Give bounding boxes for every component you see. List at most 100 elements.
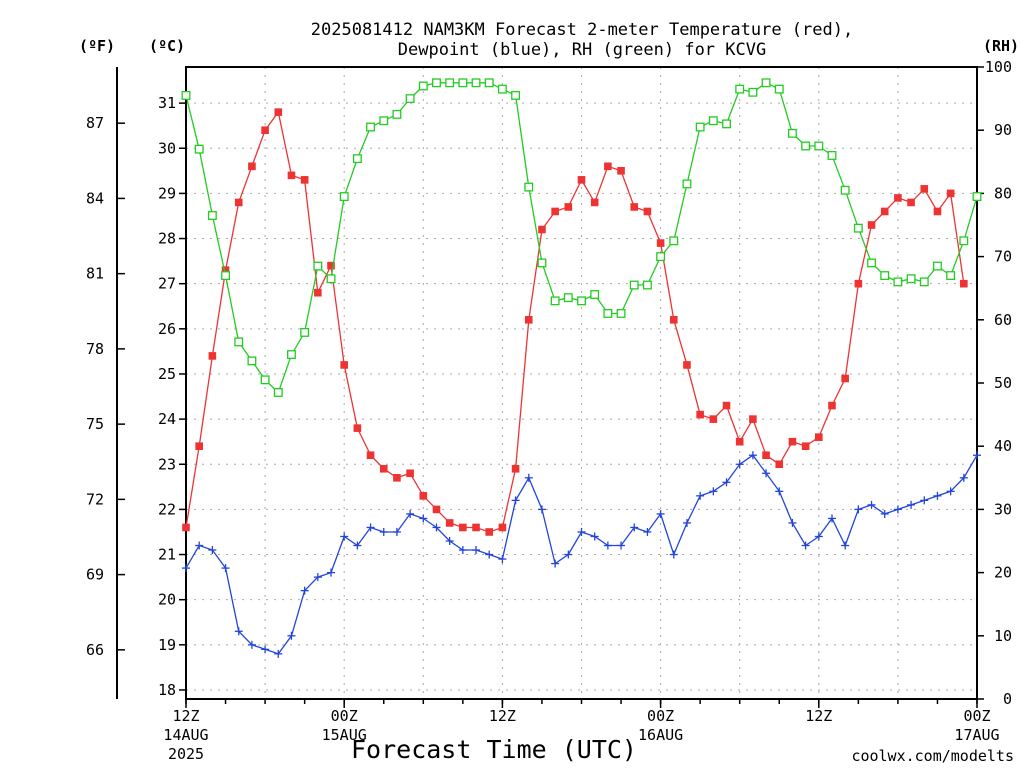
rh-point bbox=[590, 290, 600, 299]
series-layer bbox=[181, 78, 982, 658]
temperature-point bbox=[960, 279, 968, 288]
dewpoint-point bbox=[524, 473, 533, 482]
temperature-point bbox=[933, 207, 942, 216]
dewpoint-point bbox=[366, 523, 375, 532]
dewpoint-point bbox=[551, 559, 560, 568]
dewpoint-point bbox=[669, 550, 678, 559]
rh-point bbox=[959, 236, 969, 246]
rh-point bbox=[814, 141, 824, 151]
x-tick-label: 15AUG bbox=[322, 726, 367, 744]
fahrenheit-tick-label: 72 bbox=[86, 490, 104, 508]
dewpoint-point bbox=[432, 523, 441, 532]
rh-point bbox=[300, 327, 310, 337]
temperature-point bbox=[300, 176, 309, 184]
rh-point bbox=[933, 261, 942, 271]
dewpoint-point bbox=[893, 505, 902, 514]
rh-tick-label: 70 bbox=[994, 248, 1012, 266]
fahrenheit-tick-label: 75 bbox=[86, 415, 104, 433]
temperature-point bbox=[551, 207, 559, 216]
rh-point bbox=[761, 78, 771, 88]
celsius-tick-label: 18 bbox=[158, 681, 176, 699]
celsius-tick-label: 28 bbox=[158, 230, 176, 248]
dewpoint-point bbox=[406, 509, 415, 518]
rh-point bbox=[656, 252, 666, 262]
rh-point bbox=[616, 309, 626, 318]
celsius-unit-label: (ºC) bbox=[149, 37, 185, 55]
fahrenheit-tick-label: 69 bbox=[86, 566, 104, 584]
dewpoint-point bbox=[247, 640, 256, 649]
celsius-tick-label: 27 bbox=[158, 275, 176, 293]
dewpoint-point bbox=[748, 451, 757, 460]
rh-point bbox=[972, 192, 982, 202]
rh-point bbox=[642, 280, 652, 290]
dewpoint-point bbox=[709, 487, 718, 496]
temperature-point bbox=[775, 460, 784, 469]
temperature-point bbox=[867, 221, 876, 229]
rh-point bbox=[695, 122, 705, 132]
temperature-point bbox=[722, 401, 731, 410]
dewpoint-point bbox=[854, 505, 863, 514]
temperature-point bbox=[208, 352, 217, 360]
temperature-point bbox=[406, 469, 414, 478]
celsius-tick-label: 19 bbox=[158, 636, 176, 654]
dewpoint-point bbox=[419, 514, 428, 523]
dewpoint-point bbox=[814, 532, 823, 541]
dewpoint-point bbox=[933, 491, 942, 500]
temperature-point bbox=[538, 225, 546, 234]
rh-point bbox=[774, 84, 784, 94]
celsius-tick-label: 24 bbox=[158, 410, 176, 428]
fahrenheit-tick-label: 87 bbox=[86, 114, 104, 132]
rh-point bbox=[880, 271, 890, 281]
temperature-point bbox=[669, 316, 678, 324]
dewpoint-point bbox=[472, 546, 481, 555]
dewpoint-point bbox=[907, 500, 916, 509]
temperature-point bbox=[195, 442, 203, 450]
rh-point bbox=[247, 356, 257, 366]
temperature-point bbox=[564, 203, 573, 211]
temperature-point bbox=[221, 266, 230, 274]
temperature-point bbox=[590, 198, 599, 207]
rh-point bbox=[392, 109, 402, 119]
dewpoint-point bbox=[287, 631, 296, 640]
rh-point bbox=[352, 154, 362, 164]
dewpoint-point bbox=[234, 627, 243, 636]
rh-point bbox=[840, 185, 850, 195]
fahrenheit-unit-label: (ºF) bbox=[79, 37, 115, 55]
credit-text: coolwx.com/modelts bbox=[851, 747, 1014, 765]
rh-tick-label: 40 bbox=[994, 437, 1012, 455]
rh-point bbox=[867, 258, 876, 268]
rh-point bbox=[669, 236, 679, 246]
temperature-point bbox=[472, 523, 480, 532]
rh-point bbox=[708, 116, 718, 126]
axes-layer: 18 19 20 21 22 23 24 25 26 27 28 29 30 31 66 69 72 75 78 81… bbox=[86, 58, 1012, 763]
temperature-point bbox=[841, 374, 849, 383]
temperature-point bbox=[735, 437, 744, 446]
temperature-point bbox=[604, 162, 612, 171]
x-axis-title: Forecast Time (UTC) bbox=[351, 735, 637, 764]
rh-point bbox=[418, 81, 428, 91]
temperature-point bbox=[880, 207, 889, 216]
rh-point bbox=[906, 274, 916, 284]
rh-point bbox=[221, 271, 230, 281]
rh-point bbox=[853, 223, 863, 233]
temperature-point bbox=[696, 410, 704, 419]
temperature-point bbox=[393, 474, 401, 482]
dewpoint-point bbox=[590, 532, 599, 541]
rh-unit-label: (RH) bbox=[983, 37, 1019, 55]
rh-tick-label: 100 bbox=[985, 58, 1012, 76]
rh-point bbox=[563, 293, 573, 303]
rh-point bbox=[471, 78, 481, 88]
rh-point bbox=[458, 78, 468, 88]
temperature-point bbox=[524, 316, 533, 324]
temperature-point bbox=[854, 279, 863, 288]
dewpoint-point bbox=[841, 541, 850, 550]
rh-point bbox=[629, 280, 639, 290]
dewpoint-point bbox=[261, 645, 270, 654]
temperature-point bbox=[762, 451, 770, 460]
x-tick-label: 00Z bbox=[331, 707, 358, 725]
x-tick-label: 00Z bbox=[647, 707, 674, 725]
dewpoint-point bbox=[788, 518, 797, 527]
dewpoint-point bbox=[498, 555, 507, 564]
dewpoint-point bbox=[445, 537, 454, 545]
